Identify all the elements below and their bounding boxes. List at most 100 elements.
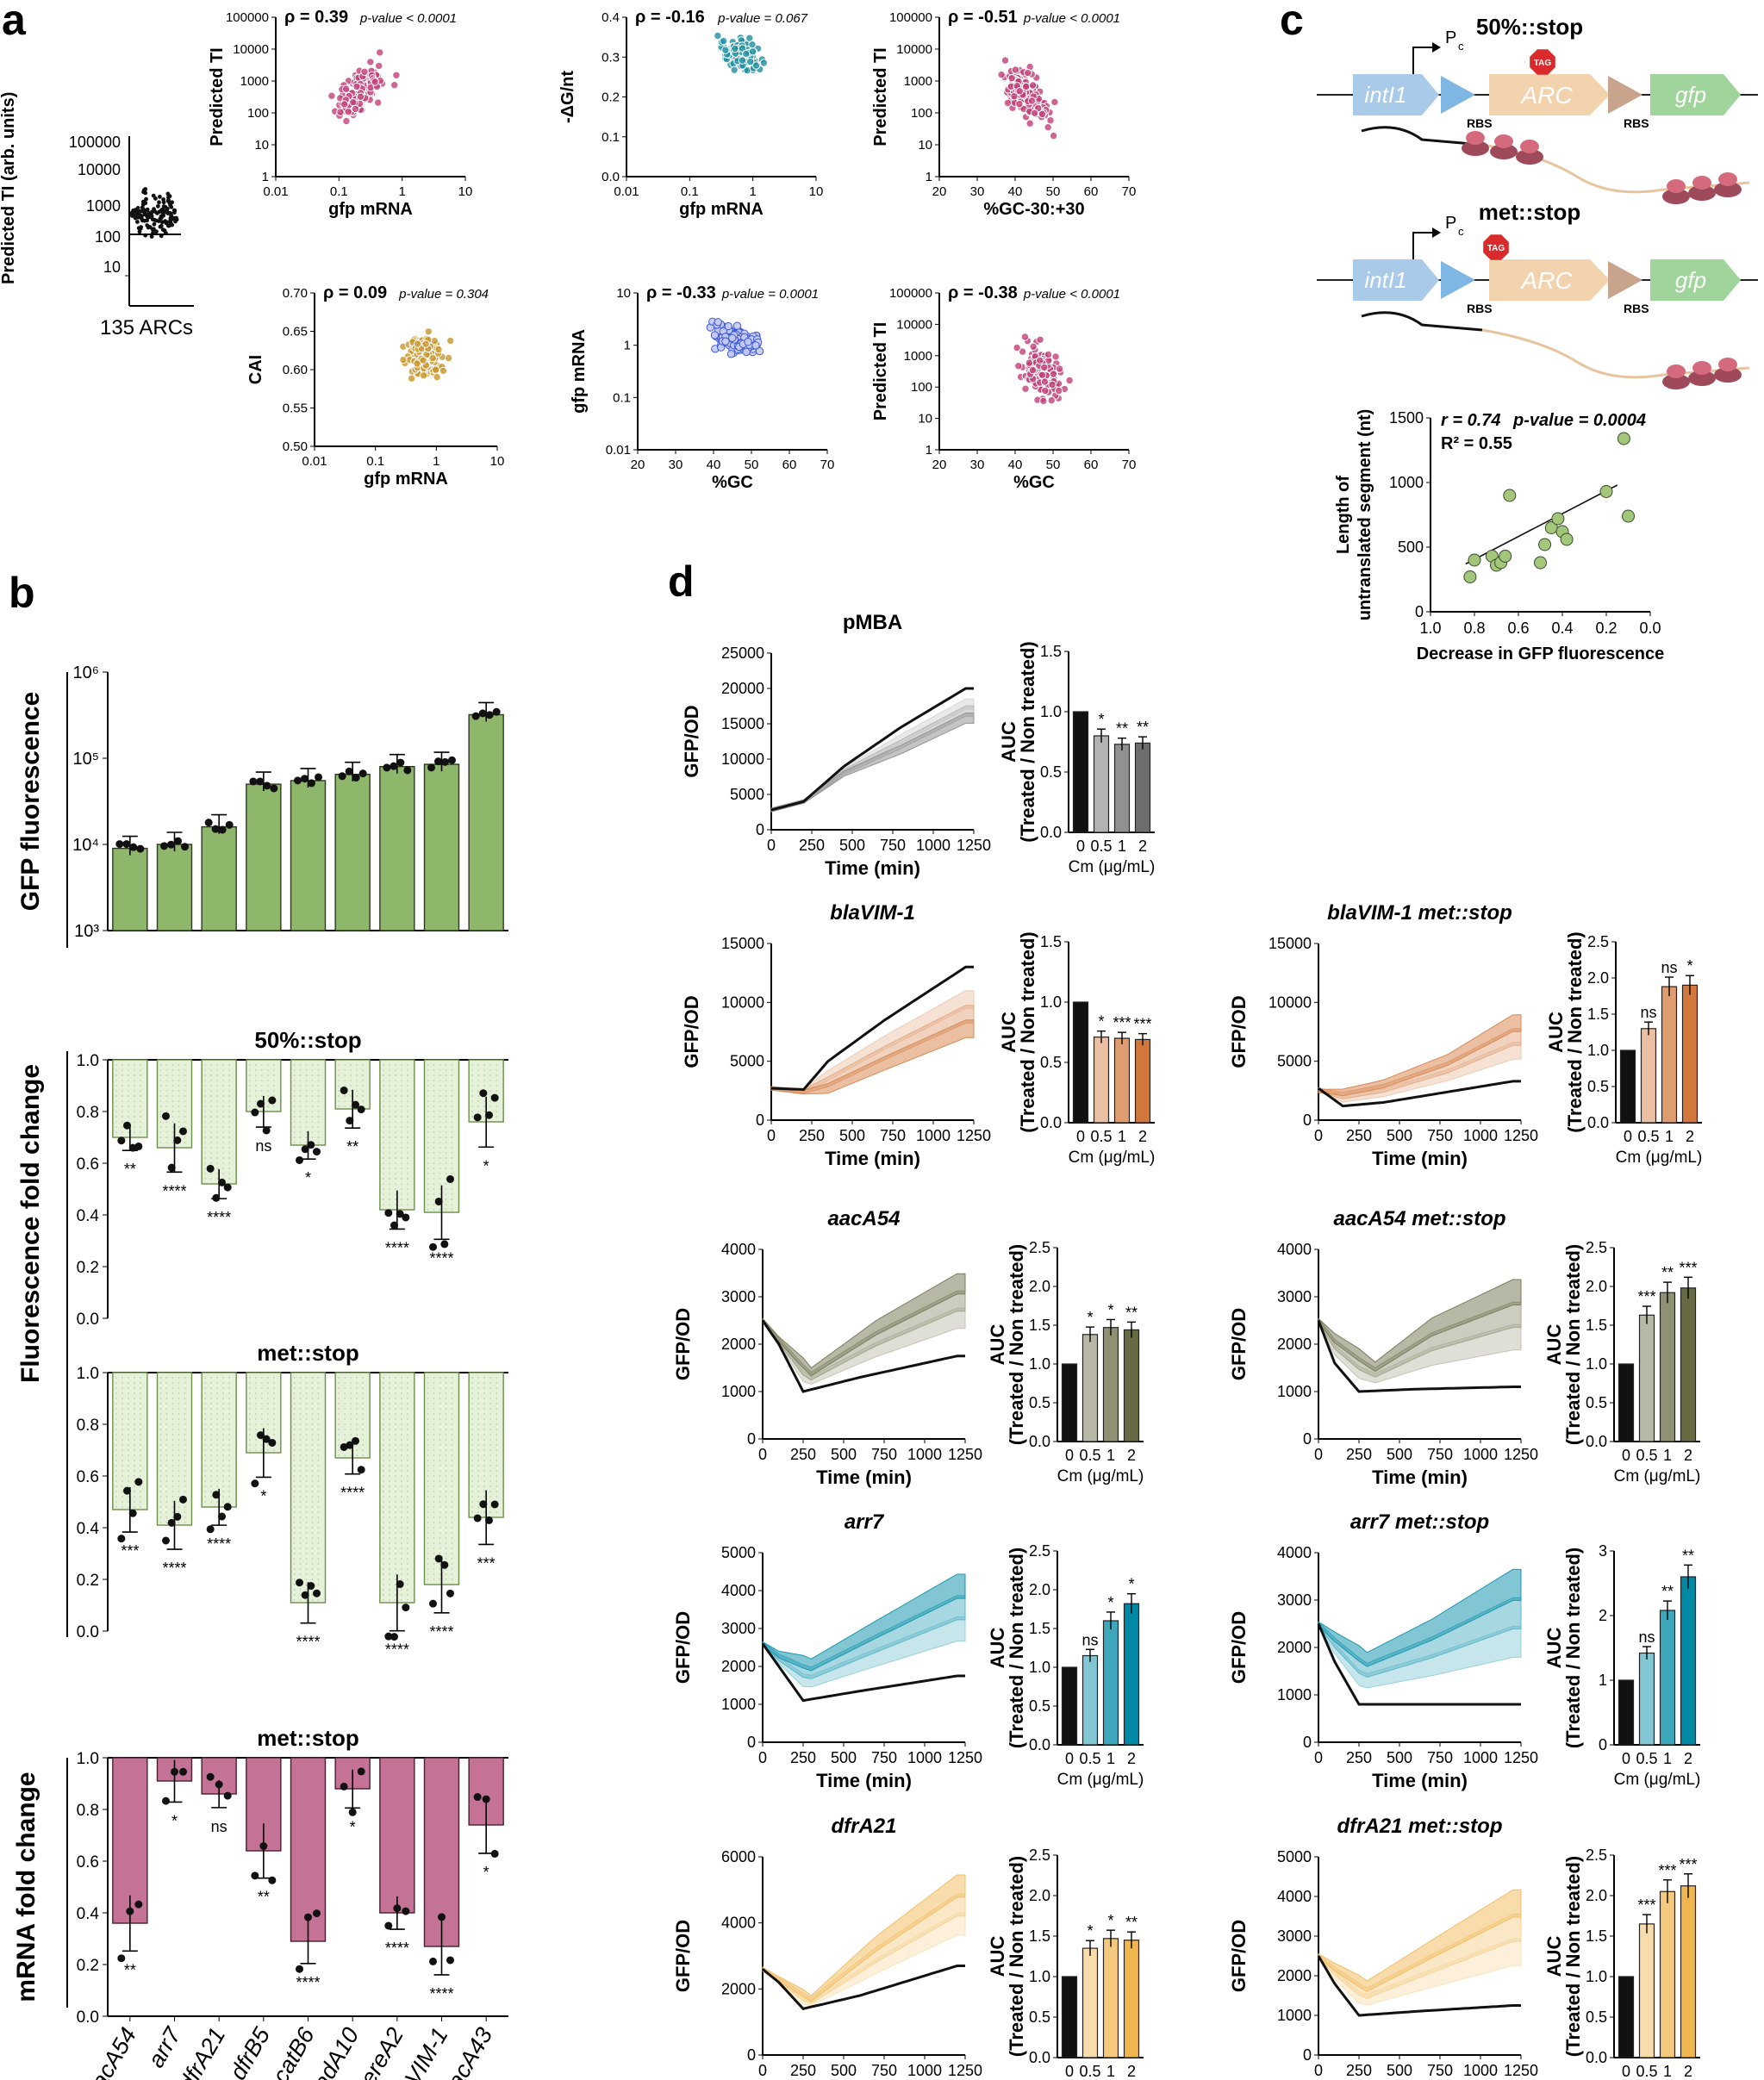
auc-bar: [1123, 1940, 1140, 2058]
growth-ytick: 2000: [721, 1980, 756, 1997]
mrna-significance: ****: [429, 1985, 453, 2002]
scatter-ytick: 1: [926, 170, 932, 184]
growth-xtick: 500: [839, 837, 865, 854]
fifty-replicate-dot: [251, 1108, 259, 1117]
auc-ytick: 2.0: [1587, 969, 1609, 987]
auc-xtick: 0.5: [1636, 1447, 1657, 1464]
growth-ytick: 20000: [721, 680, 764, 697]
fifty-replicate-dot: [179, 1127, 187, 1136]
mrna-replicate-dot: [473, 1793, 482, 1802]
scatter-pvalue: p-value < 0.0001: [1023, 287, 1120, 302]
corr-point: [1534, 556, 1547, 570]
gfp-ytick: 10⁵: [72, 750, 99, 769]
growth-xtick: 500: [1387, 1127, 1412, 1144]
auc-significance: *: [1107, 1912, 1113, 1929]
scatter-point: [738, 56, 747, 65]
scatter-point: [1027, 97, 1037, 105]
growth-ylabel: GFP/OD: [681, 705, 702, 777]
gfp-bar: [246, 783, 282, 931]
scatter-ytick: 1000: [904, 74, 932, 89]
scatter-ytick: 0.1: [602, 130, 620, 145]
scatter-pvalue: p-value = 0.304: [398, 287, 489, 302]
ribosome-icon: [1714, 182, 1742, 197]
growth-xlabel: Time (min): [825, 857, 920, 879]
scatter-point: [349, 98, 358, 107]
gfp-replicate-dot: [263, 782, 271, 790]
intl-label: intI1: [1364, 267, 1406, 293]
growth-xtick: 0: [767, 1127, 776, 1144]
scatter-point: [759, 59, 769, 67]
gfp-replicate-dot: [338, 772, 346, 781]
auc-ytick: 1.0: [1029, 1355, 1050, 1373]
met-replicate-dot: [479, 1500, 488, 1509]
scatter-pvalue: p-value < 0.0001: [1023, 11, 1120, 26]
scatter-point: [1003, 98, 1013, 108]
scatter-point: [1010, 92, 1019, 101]
growth-xtick: 1000: [1463, 1749, 1498, 1766]
scatter-xtick: 0.1: [366, 454, 384, 469]
auc-ytick: 2.0: [1586, 1278, 1607, 1295]
mrna-replicate-dot: [304, 1913, 312, 1921]
growth-ytick: 15000: [721, 715, 764, 732]
scatter-xlabel: gfp mRNA: [679, 200, 764, 219]
auc-xtick: 2: [1684, 1447, 1692, 1464]
scatter-point: [428, 354, 437, 363]
mrna-ytick: 0.6: [77, 1853, 99, 1871]
fifty-significance: ****: [429, 1249, 453, 1267]
mrna-significance: *: [483, 1864, 489, 1881]
met-replicate-dot: [179, 1495, 187, 1504]
auc-ytick: 0.5: [1586, 1394, 1607, 1411]
growth-xtick: 750: [871, 1749, 897, 1766]
scatter-ytick: 1000: [904, 349, 932, 364]
growth-ytick: 4000: [721, 1241, 756, 1258]
ti-dot: [158, 224, 163, 229]
growth-xtick: 1000: [907, 2062, 942, 2079]
auc-bar: [1680, 1885, 1697, 2058]
met-replicate-dot: [440, 1560, 449, 1569]
met-replicate-dot: [223, 1503, 232, 1511]
fifty-replicate-dot: [434, 1197, 443, 1205]
ribosome-icon: [1688, 371, 1716, 386]
fifty-ytick: 0.0: [77, 1311, 99, 1329]
fifty-ytick: 1.0: [77, 1052, 99, 1070]
fifty-title: 50%::stop: [254, 1027, 361, 1053]
growth-ytick: 15000: [721, 935, 764, 952]
met-replicate-dot: [212, 1491, 221, 1499]
growth-ytick: 0: [1303, 1734, 1312, 1751]
growth-ytick: 4000: [1277, 1544, 1312, 1561]
scatter-point: [1030, 109, 1039, 118]
fifty-replicate-dot: [307, 1141, 315, 1149]
mrna-replicate-dot: [446, 1956, 454, 1965]
fifty-replicate-dot: [257, 1099, 265, 1108]
scatter-point: [439, 366, 448, 376]
auc-significance: ns: [1640, 1004, 1656, 1021]
scatter-point: [433, 372, 441, 382]
met-replicate-dot: [352, 1436, 359, 1445]
ti-dot: [161, 204, 166, 209]
fifty-replicate-dot: [396, 1210, 404, 1218]
ti-dot: [144, 196, 148, 202]
met-ytick: 0.6: [77, 1468, 99, 1486]
scatter-point: [376, 48, 384, 57]
auc-xtick: 1: [1106, 1447, 1115, 1464]
met-replicate-dot: [402, 1604, 410, 1612]
gfp-replicate-dot: [315, 773, 322, 782]
scatter-ylabel: CAI: [246, 355, 265, 384]
growth-xtick: 1000: [1463, 1127, 1498, 1144]
scatter-point: [434, 345, 443, 354]
auc-xtick: 0: [1076, 1128, 1085, 1145]
scatter-ytick: 10: [918, 412, 932, 427]
auc-ytick: 2.5: [1586, 1239, 1607, 1256]
auc-ytick: 1.0: [1587, 1042, 1609, 1059]
ti-dot: [168, 202, 173, 208]
auc-ytick: 0.5: [1029, 1697, 1050, 1715]
fifty-replicate-dot: [218, 1178, 226, 1186]
auc-xtick: 1: [1663, 1447, 1672, 1464]
auc-xtick: 0: [1624, 1128, 1632, 1145]
auc-bar: [1680, 1576, 1697, 1746]
auc-xtick: 2: [1138, 1128, 1147, 1145]
met-replicate-dot: [434, 1554, 443, 1563]
auc-xtick: 0.5: [1090, 838, 1112, 855]
scatter-point: [1044, 123, 1052, 132]
scatter-point: [1040, 363, 1049, 372]
